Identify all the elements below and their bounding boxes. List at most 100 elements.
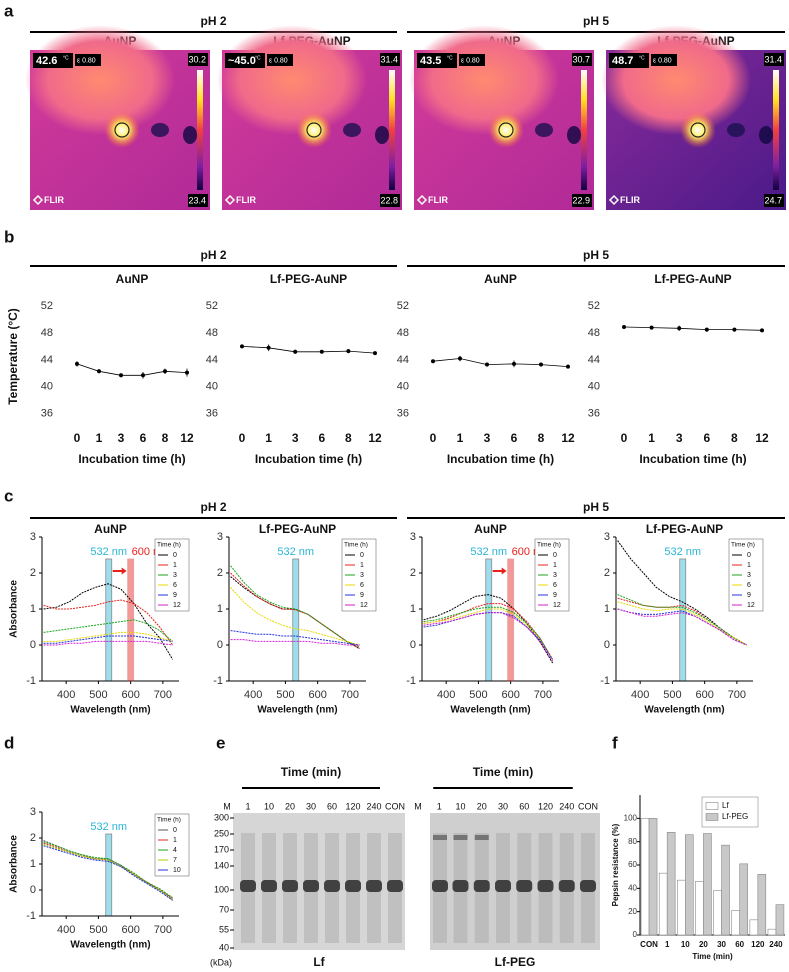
thermal-glow (217, 25, 367, 135)
y-tick-label: -1 (213, 675, 223, 687)
y-tick-label: 1 (217, 603, 223, 615)
lane-label: 60 (327, 801, 337, 811)
x-tick-label: 600 (308, 689, 326, 701)
crosshair (114, 122, 130, 138)
annotation: 532 nm (90, 546, 127, 558)
bar (739, 863, 748, 936)
legend-label: 10 (173, 867, 181, 874)
data-point (649, 325, 654, 330)
x-tick-label: 600 (695, 689, 713, 701)
y-tick-label: 2 (604, 567, 610, 579)
marker-label: 100 (214, 884, 229, 894)
legend-label: 12 (553, 602, 561, 609)
group-header: pH 5 (583, 248, 609, 262)
data-point (512, 361, 516, 366)
scale-box (764, 194, 784, 207)
legend-label: 0 (553, 552, 557, 559)
y-tick-label: 40 (628, 883, 637, 892)
x-tick-label: 600 (501, 689, 519, 701)
gel-band (473, 880, 490, 892)
data-point (319, 349, 324, 354)
bar (721, 844, 730, 936)
x-tick-label: 3 (292, 431, 299, 445)
y-tick-label: 0 (633, 930, 638, 939)
y-tick-label: 2 (30, 832, 36, 844)
crosshair (498, 122, 514, 138)
cold-spot (759, 126, 773, 144)
data-point (677, 326, 682, 331)
lane-label: 1 (245, 801, 250, 811)
x-tick-label: 1 (665, 940, 670, 949)
annotation: 532 nm (90, 821, 127, 833)
y-tick-label: 2 (410, 567, 416, 579)
scale-box (380, 194, 400, 207)
legend-title: Time (h) (157, 817, 181, 824)
legend-label: 6 (360, 582, 364, 589)
y-tick-label: 3 (30, 531, 36, 543)
data-point (240, 344, 244, 349)
lane-label: 1 (437, 801, 442, 811)
brand: FLIR (44, 195, 64, 205)
legend-label: 9 (173, 592, 177, 599)
x-tick-label: 0 (239, 431, 246, 445)
series-line (43, 845, 173, 901)
x-tick-label: 1 (648, 431, 655, 445)
shift-arrow-head (121, 567, 127, 575)
lane-label: M (223, 801, 231, 811)
legend-label: 12 (360, 602, 368, 609)
legend-label: 3 (747, 572, 751, 579)
x-tick-label: 700 (154, 689, 172, 701)
series-line (617, 608, 747, 646)
chart-title: AuNP (484, 272, 517, 286)
y-tick-label: 0 (410, 639, 416, 651)
y-tick-label: 52 (397, 300, 409, 312)
unit-label: (kDa) (210, 957, 232, 967)
lane-label: 10 (455, 801, 465, 811)
data-point (346, 349, 351, 354)
legend-label: 7 (173, 857, 177, 864)
temp-box (609, 53, 649, 68)
gel-band (453, 835, 468, 840)
data-point (75, 361, 79, 366)
temperature: ~45.0 (228, 55, 256, 67)
legend-label: 6 (173, 582, 177, 589)
lane-label: 30 (498, 801, 508, 811)
data-point (485, 362, 489, 367)
scale-max: 30.7 (572, 54, 590, 64)
x-axis-label: Incubation time (h) (255, 452, 362, 466)
bar (677, 879, 686, 936)
legend-label: 3 (173, 572, 177, 579)
temp-unit: °C (447, 55, 453, 61)
series-line (241, 346, 376, 354)
series-line (43, 640, 173, 646)
panel-label: f (612, 733, 618, 752)
temp-box (33, 53, 73, 68)
x-tick-label: 12 (755, 431, 769, 445)
y-tick-label: -1 (600, 675, 610, 687)
wavelength-band (105, 833, 113, 917)
marker-label: 55 (219, 924, 229, 934)
wavelength-band (292, 558, 300, 682)
x-tick-label: 8 (162, 431, 169, 445)
x-tick-label: 3 (484, 431, 491, 445)
temperature: 42.6 (36, 55, 57, 67)
x-tick-label: 120 (751, 940, 765, 949)
y-tick-label: 40 (588, 381, 600, 393)
x-tick-label: 500 (469, 689, 487, 701)
data-point (293, 349, 298, 354)
x-tick-label: 1 (96, 431, 103, 445)
y-tick-label: -1 (406, 675, 416, 687)
cold-spot (535, 123, 553, 137)
legend-title: Time (h) (157, 542, 181, 549)
x-tick-label: 3 (676, 431, 683, 445)
lane-label: CON (578, 801, 598, 811)
x-tick-label: CON (640, 940, 658, 949)
y-tick-label: 0 (30, 884, 36, 896)
hot-spot (680, 112, 716, 148)
x-tick-label: 6 (703, 431, 710, 445)
x-tick-label: 400 (57, 689, 75, 701)
y-tick-label: 36 (397, 407, 409, 419)
gel-name: Lf-PEG (495, 955, 536, 969)
series-line (617, 597, 747, 646)
bar (713, 890, 722, 936)
